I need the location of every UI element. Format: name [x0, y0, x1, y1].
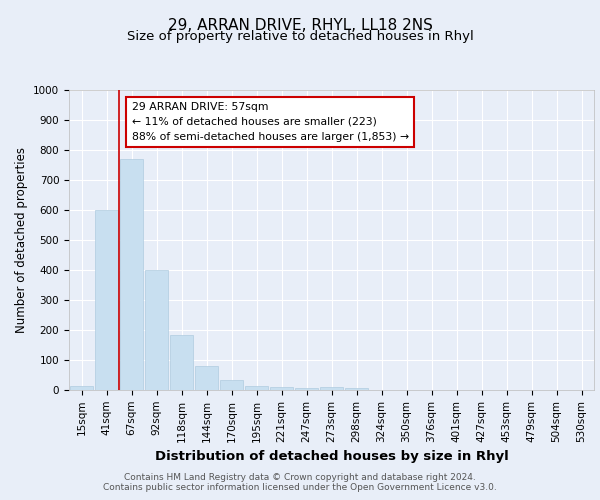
Text: 29, ARRAN DRIVE, RHYL, LL18 2NS: 29, ARRAN DRIVE, RHYL, LL18 2NS — [167, 18, 433, 32]
Bar — [245, 386, 268, 390]
Bar — [195, 366, 218, 390]
Bar — [345, 388, 368, 390]
Text: Contains HM Land Registry data © Crown copyright and database right 2024.
Contai: Contains HM Land Registry data © Crown c… — [103, 473, 497, 492]
Text: 29 ARRAN DRIVE: 57sqm
← 11% of detached houses are smaller (223)
88% of semi-det: 29 ARRAN DRIVE: 57sqm ← 11% of detached … — [131, 102, 409, 142]
Bar — [295, 388, 318, 390]
Bar — [145, 270, 168, 390]
X-axis label: Distribution of detached houses by size in Rhyl: Distribution of detached houses by size … — [155, 450, 508, 463]
Y-axis label: Number of detached properties: Number of detached properties — [14, 147, 28, 333]
Bar — [220, 380, 243, 390]
Text: Size of property relative to detached houses in Rhyl: Size of property relative to detached ho… — [127, 30, 473, 43]
Bar — [70, 386, 93, 390]
Bar — [120, 159, 143, 390]
Bar — [270, 387, 293, 390]
Bar — [320, 387, 343, 390]
Bar — [95, 210, 118, 390]
Bar — [170, 334, 193, 390]
